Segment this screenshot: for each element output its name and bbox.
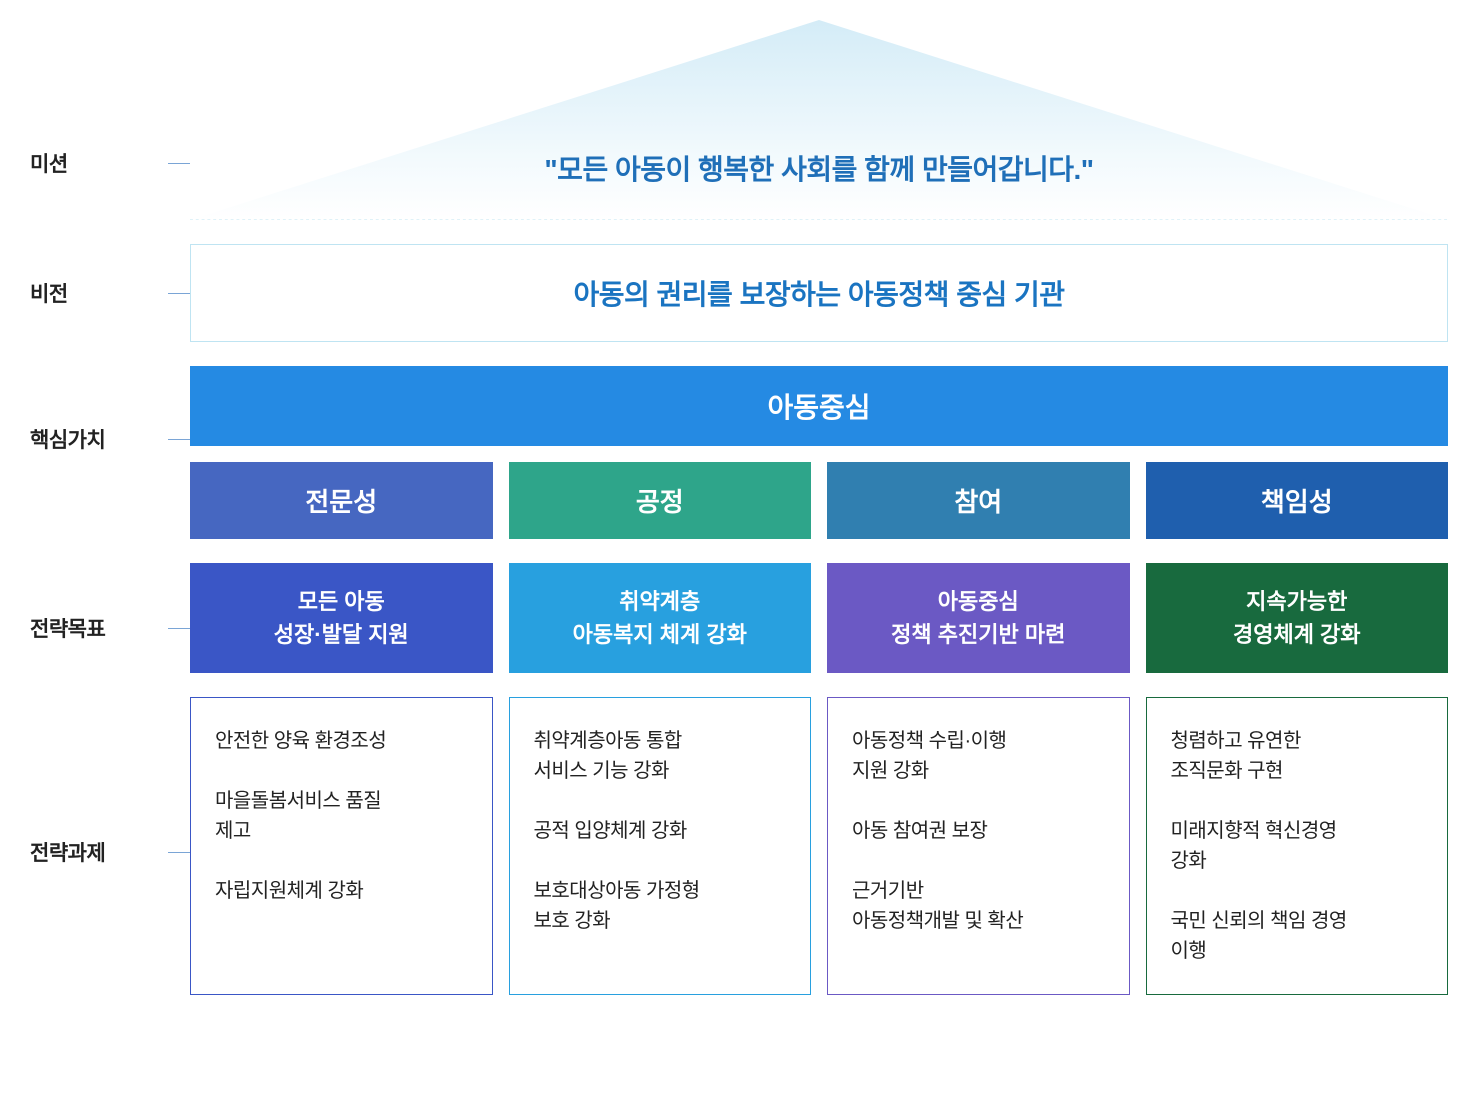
task-1-1: 공적 입양체계 강화 bbox=[534, 816, 787, 846]
task-1-2: 보호대상아동 가정형보호 강화 bbox=[534, 876, 787, 936]
row-strategic-goals: 전략목표 모든 아동성장·발달 지원 취약계층아동복지 체계 강화 아동중심정책… bbox=[30, 563, 1448, 673]
hline-vision bbox=[168, 293, 190, 294]
row-strategic-tasks: 전략과제 안전한 양육 환경조성 마을돌봄서비스 품질제고 자립지원체계 강화 … bbox=[30, 697, 1448, 995]
task-3-2: 국민 신뢰의 책임 경영이행 bbox=[1171, 906, 1424, 966]
hline-core-values bbox=[168, 439, 190, 440]
strategic-goal-1: 취약계층아동복지 체계 강화 bbox=[509, 563, 812, 673]
strategic-task-col-3: 청렴하고 유연한조직문화 구현 미래지향적 혁신경영강화 국민 신뢰의 책임 경… bbox=[1146, 697, 1449, 995]
task-0-1: 마을돌봄서비스 품질제고 bbox=[215, 786, 468, 846]
hline-tasks bbox=[168, 852, 190, 853]
hline-mission bbox=[168, 163, 190, 164]
vision-content: 아동의 권리를 보장하는 아동정책 중심 기관 bbox=[190, 244, 1448, 342]
label-wrap-goals: 전략목표 bbox=[30, 613, 190, 643]
goals-grid: 모든 아동성장·발달 지원 취약계층아동복지 체계 강화 아동중심정책 추진기반… bbox=[190, 563, 1448, 673]
row-mission: 미션 "모든 아동이 행복한 사회를 함께 만들어갑니다." bbox=[30, 40, 1448, 220]
task-2-1: 아동 참여권 보장 bbox=[852, 816, 1105, 846]
core-value-item-1: 공정 bbox=[509, 462, 812, 539]
core-values-content: 아동중심 전문성 공정 참여 책임성 bbox=[190, 366, 1448, 539]
core-value-item-3: 책임성 bbox=[1146, 462, 1449, 539]
label-wrap-vision: 비전 bbox=[30, 278, 190, 308]
label-strategic-tasks: 전략과제 bbox=[30, 837, 160, 867]
strategic-goal-0-label: 모든 아동성장·발달 지원 bbox=[274, 585, 409, 651]
task-0-0: 안전한 양육 환경조성 bbox=[215, 726, 468, 756]
mission-text: "모든 아동이 행복한 사회를 함께 만들어갑니다." bbox=[190, 148, 1448, 188]
strategic-task-col-1: 취약계층아동 통합서비스 기능 강화 공적 입양체계 강화 보호대상아동 가정형… bbox=[509, 697, 812, 995]
tasks-grid: 안전한 양육 환경조성 마을돌봄서비스 품질제고 자립지원체계 강화 취약계층아… bbox=[190, 697, 1448, 995]
core-value-item-0: 전문성 bbox=[190, 462, 493, 539]
task-3-1: 미래지향적 혁신경영강화 bbox=[1171, 816, 1424, 876]
row-vision: 비전 아동의 권리를 보장하는 아동정책 중심 기관 bbox=[30, 244, 1448, 342]
strategic-goal-1-label: 취약계층아동복지 체계 강화 bbox=[573, 585, 747, 651]
core-values-grid: 전문성 공정 참여 책임성 bbox=[190, 462, 1448, 539]
mission-content: "모든 아동이 행복한 사회를 함께 만들어갑니다." bbox=[190, 40, 1448, 220]
goals-content: 모든 아동성장·발달 지원 취약계층아동복지 체계 강화 아동중심정책 추진기반… bbox=[190, 563, 1448, 673]
label-strategic-goals: 전략목표 bbox=[30, 613, 160, 643]
strategic-goal-3: 지속가능한경영체계 강화 bbox=[1146, 563, 1449, 673]
label-core-values: 핵심가치 bbox=[30, 424, 160, 454]
diagram-container: 미션 "모든 아동이 행복한 사회를 함께 만들어갑니다." bbox=[0, 0, 1478, 1049]
task-2-0: 아동정책 수립·이행지원 강화 bbox=[852, 726, 1105, 786]
strategic-task-col-0: 안전한 양육 환경조성 마을돌봄서비스 품질제고 자립지원체계 강화 bbox=[190, 697, 493, 995]
strategic-goal-2: 아동중심정책 추진기반 마련 bbox=[827, 563, 1130, 673]
label-wrap-mission: 미션 bbox=[30, 148, 190, 178]
label-wrap-core-values: 핵심가치 bbox=[30, 424, 190, 454]
mission-triangle bbox=[190, 20, 1448, 220]
hline-goals bbox=[168, 628, 190, 629]
strategic-goal-0: 모든 아동성장·발달 지원 bbox=[190, 563, 493, 673]
task-1-0: 취약계층아동 통합서비스 기능 강화 bbox=[534, 726, 787, 786]
label-vision: 비전 bbox=[30, 278, 160, 308]
tasks-content: 안전한 양육 환경조성 마을돌봄서비스 품질제고 자립지원체계 강화 취약계층아… bbox=[190, 697, 1448, 995]
task-3-0: 청렴하고 유연한조직문화 구현 bbox=[1171, 726, 1424, 786]
strategic-goal-3-label: 지속가능한경영체계 강화 bbox=[1233, 585, 1361, 651]
strategic-goal-2-label: 아동중심정책 추진기반 마련 bbox=[891, 585, 1065, 651]
task-0-2: 자립지원체계 강화 bbox=[215, 876, 468, 906]
label-mission: 미션 bbox=[30, 148, 160, 178]
core-value-top: 아동중심 bbox=[190, 366, 1448, 446]
core-value-item-2: 참여 bbox=[827, 462, 1130, 539]
row-core-values: 핵심가치 아동중심 전문성 공정 참여 책임성 bbox=[30, 366, 1448, 539]
task-2-2: 근거기반아동정책개발 및 확산 bbox=[852, 876, 1105, 936]
strategic-task-col-2: 아동정책 수립·이행지원 강화 아동 참여권 보장 근거기반아동정책개발 및 확… bbox=[827, 697, 1130, 995]
label-wrap-tasks: 전략과제 bbox=[30, 837, 190, 867]
vision-box: 아동의 권리를 보장하는 아동정책 중심 기관 bbox=[190, 244, 1448, 342]
